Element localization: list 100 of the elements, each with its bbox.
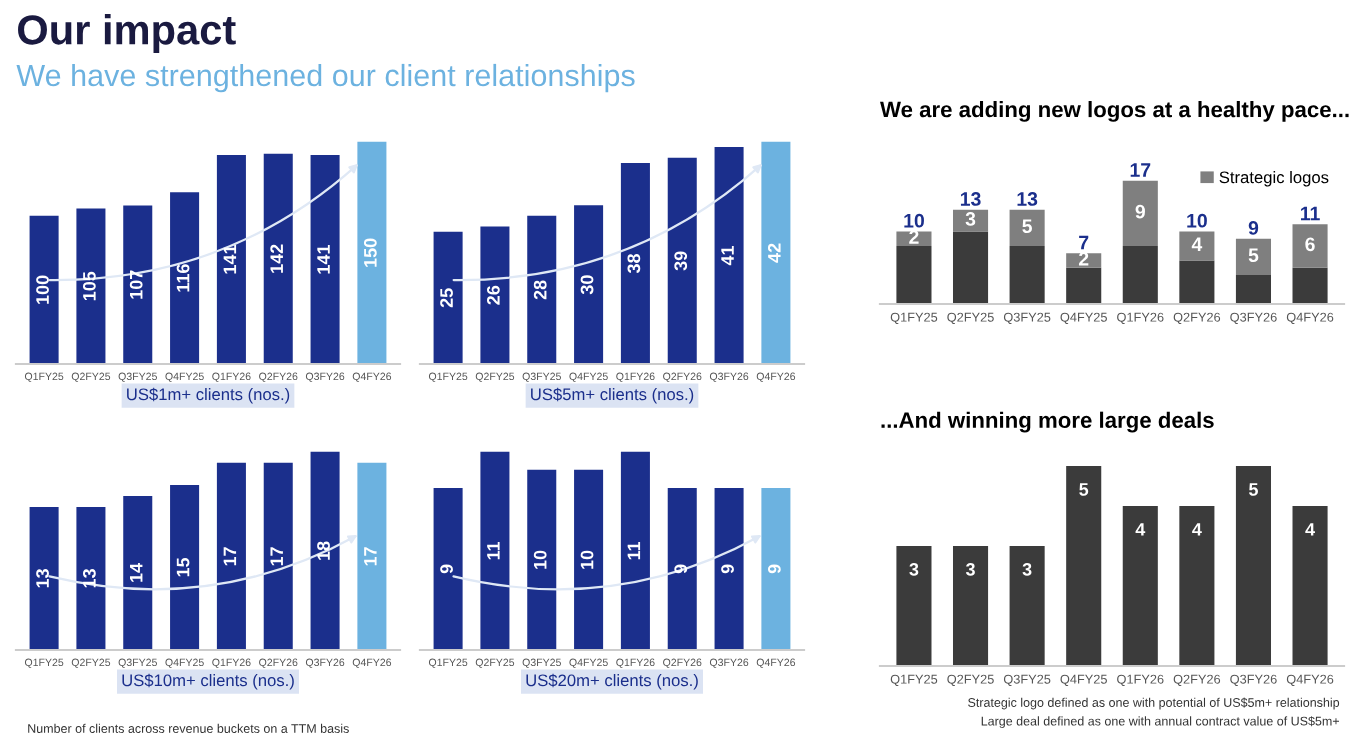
total-label: 13: [1017, 192, 1038, 206]
bar: [1009, 245, 1045, 304]
x-axis-title: US$10m+ clients (nos.): [122, 673, 294, 690]
bar: [1235, 238, 1271, 275]
data-label: 6: [1305, 237, 1315, 252]
data-label: 26: [486, 285, 500, 305]
data-label: 18: [317, 541, 330, 560]
x-axis-title: US$20m+ clients (nos.): [526, 673, 698, 690]
total-label: 13: [960, 192, 981, 206]
total-label: 10: [904, 213, 924, 228]
total-label: 9: [1248, 221, 1259, 235]
data-label: 9: [1135, 204, 1145, 219]
bar: [263, 153, 293, 364]
data-label: 39: [674, 251, 688, 271]
bar: [1066, 267, 1102, 304]
data-label: 17: [364, 547, 377, 566]
data-label: 5: [1248, 248, 1259, 263]
bar: [170, 192, 200, 364]
data-label: 4: [1305, 523, 1315, 536]
bar: [310, 451, 340, 650]
bar: [896, 245, 932, 304]
bar: [216, 155, 246, 364]
data-label: 100: [36, 275, 49, 304]
data-label: 13: [82, 569, 96, 588]
chart-title: Our impact: [18, 14, 236, 53]
data-label: 10: [580, 550, 594, 569]
data-label: 38: [627, 253, 641, 274]
bar: [1179, 231, 1215, 261]
bar: [480, 226, 510, 364]
data-label: 3: [909, 562, 919, 576]
data-label: 15: [176, 557, 190, 577]
total-label: 17: [1130, 163, 1151, 177]
data-label: 41: [721, 245, 734, 266]
data-label: 25: [440, 288, 453, 308]
bar: [433, 231, 463, 364]
bar: [123, 205, 153, 364]
bar: [123, 495, 153, 650]
data-label: 4: [1135, 523, 1146, 536]
data-label: 107: [129, 270, 143, 299]
bar: [1009, 209, 1045, 246]
data-label: 105: [82, 271, 96, 301]
bar: [263, 462, 293, 650]
bar: [29, 215, 59, 364]
data-label: 5: [1079, 483, 1089, 496]
data-label: 42: [767, 243, 781, 263]
data-label: 9: [674, 564, 688, 574]
chart-title: ...And winning more large deals: [881, 411, 1214, 433]
data-label: 142: [270, 244, 283, 273]
bar: [1122, 245, 1158, 304]
bar: [76, 506, 106, 650]
data-label: 3: [965, 562, 975, 576]
bar: [620, 162, 650, 364]
data-label: 116: [176, 264, 190, 292]
bar: [357, 462, 387, 650]
bar: [1179, 260, 1215, 304]
bar: [357, 141, 387, 364]
total-label: 11: [1300, 206, 1320, 221]
bar: [1292, 267, 1328, 304]
bar: [1292, 224, 1328, 268]
data-label: 141: [317, 244, 330, 274]
bar: [76, 208, 106, 364]
bar: [953, 231, 989, 304]
bar: [1235, 274, 1271, 304]
data-label: 9: [767, 564, 781, 574]
data-label: 17: [270, 547, 283, 566]
data-label: 141: [223, 244, 237, 274]
data-label: 150: [363, 238, 377, 267]
x-axis-title: US$1m+ clients (nos.): [127, 387, 290, 404]
legend-label: Strategic logos: [1219, 171, 1329, 187]
bar: [1066, 253, 1102, 268]
bar: [527, 215, 557, 364]
data-label: 3: [1022, 562, 1032, 576]
total-label: 7: [1079, 235, 1089, 250]
data-label: 4: [1192, 523, 1202, 536]
bar: [29, 506, 59, 650]
data-label: 14: [130, 563, 143, 582]
data-label: 17: [223, 547, 237, 566]
data-label: 10: [533, 550, 547, 569]
data-label: 11: [487, 541, 500, 560]
bar: [761, 141, 791, 364]
chart-subtitle: We have strengthened our client relationships: [16, 63, 635, 93]
bar: [896, 231, 932, 246]
data-label: 13: [36, 569, 49, 588]
data-label: 9: [440, 564, 453, 574]
data-label: 9: [721, 564, 734, 574]
data-label: 5: [1022, 219, 1032, 234]
data-label: 5: [1249, 483, 1258, 496]
bar: [216, 462, 246, 650]
bar: [667, 157, 697, 364]
bar: [1122, 180, 1158, 246]
data-label: 28: [533, 280, 547, 300]
chart-title: We are adding new logos at a healthy pace...: [880, 101, 1349, 122]
bar: [170, 484, 200, 650]
bar: [310, 155, 340, 364]
data-label: 30: [580, 275, 594, 295]
data-label: 3: [965, 212, 976, 226]
bar: [714, 147, 744, 364]
data-label: 11: [627, 541, 641, 560]
x-axis-title: US$5m+ clients (nos.): [531, 387, 694, 404]
data-label: 4: [1191, 237, 1203, 251]
